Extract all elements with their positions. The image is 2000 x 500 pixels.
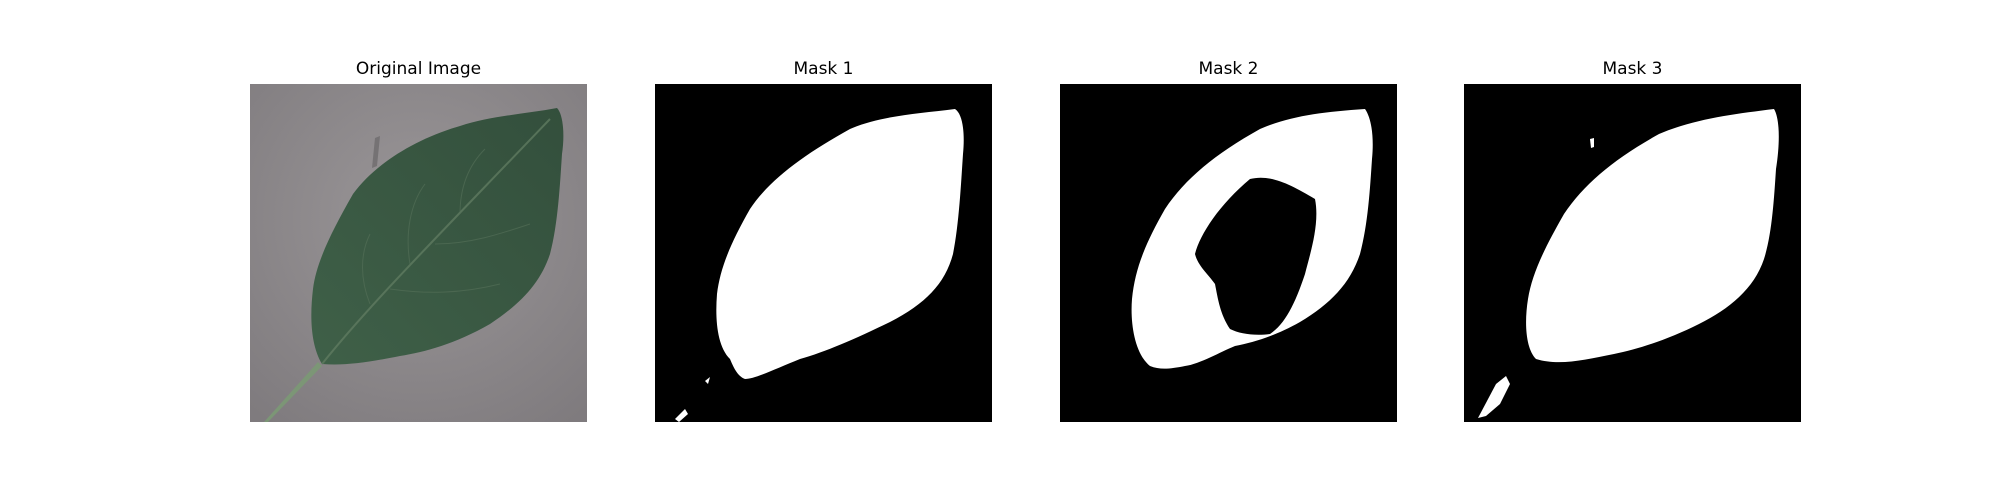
mask-2-panel: Mask 2 — [1060, 59, 1397, 422]
mask-1-panel: Mask 1 — [655, 59, 992, 422]
mask-1-image — [655, 84, 992, 422]
leaf-vein — [389, 283, 501, 293]
original-leaf-photo — [250, 84, 587, 422]
mask-2-title: Mask 2 — [1198, 59, 1259, 79]
mask-1-title: Mask 1 — [793, 59, 854, 79]
leaf-midrib — [321, 118, 551, 365]
mask-3-speck — [1590, 138, 1594, 148]
original-image-panel: Original Image — [250, 59, 587, 422]
mask-3-image — [1464, 84, 1801, 422]
original-image-title: Original Image — [355, 59, 482, 79]
leaf-vein — [434, 223, 531, 245]
leaf-stem — [264, 362, 322, 422]
mask-3-stem-fragment — [1478, 376, 1510, 418]
mask-2-leaf-region — [1131, 109, 1373, 369]
leaf-vein — [362, 233, 371, 305]
leaf-vein — [459, 148, 486, 215]
mask-1-stem-fragment — [705, 377, 710, 384]
leaf-vein — [407, 183, 426, 265]
mask-1-leaf-region — [716, 109, 964, 379]
mask-2-image — [1060, 84, 1397, 422]
mask-3-panel: Mask 3 — [1464, 59, 1801, 422]
mask-3-title: Mask 3 — [1602, 59, 1663, 79]
mask-3-leaf-region — [1526, 109, 1779, 363]
paper-mark — [372, 136, 380, 168]
mask-1-stem-fragment — [675, 409, 688, 422]
